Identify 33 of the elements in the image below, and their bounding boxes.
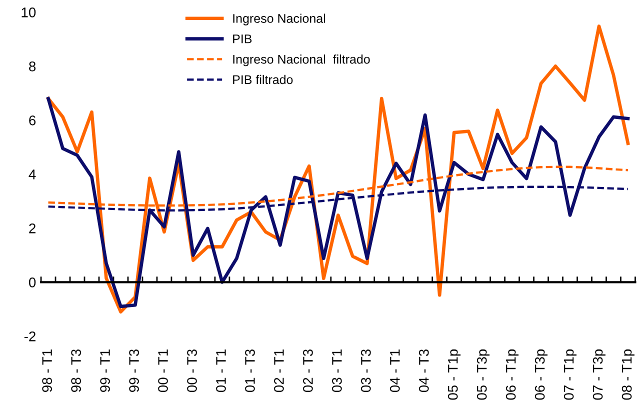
y-tick-label: 6 — [29, 116, 36, 126]
legend-label: Ingreso Nacional — [233, 14, 326, 26]
x-tick-label: 06 - T3p — [534, 349, 548, 400]
y-tick-label: -2 — [24, 332, 36, 342]
x-tick-label: 03 - T3 — [361, 349, 371, 392]
x-tick-label: 07 - T1p — [564, 349, 576, 400]
x-tick-label: 08 - T1p — [622, 349, 634, 400]
y-tick-label: 10 — [22, 8, 36, 18]
x-tick-label: 05 - T3p — [476, 349, 490, 400]
y-tick-label: 8 — [29, 62, 36, 72]
legend-label: PIB filtrado — [233, 74, 293, 84]
x-tick-label: 99 - T3 — [129, 349, 139, 392]
x-tick-label: 02 - T1 — [274, 350, 284, 392]
legend-label: Ingreso Nacional filtrado — [233, 54, 370, 66]
line-series — [46, 96, 630, 308]
x-tick-label: 06 - T1p — [506, 349, 519, 400]
y-tick-label: 2 — [29, 224, 36, 234]
x-tick-label: 03 - T1 — [332, 350, 342, 392]
x-tick-label: 04 - T1 — [390, 350, 400, 392]
x-tick-label: 02 - T3 — [303, 349, 313, 392]
y-tick-label: 0 — [28, 278, 36, 288]
x-tick-label: 05 - T1p — [448, 349, 461, 400]
x-tick-label: 00 - T3 — [187, 349, 197, 392]
y-tick-label: 4 — [28, 170, 36, 180]
x-tick-label: 98 - T3 — [71, 349, 81, 392]
x-tick-label: 04 - T3 — [418, 349, 429, 392]
x-tick-label: 07 - T3p — [592, 349, 606, 400]
x-tick-label: 00 - T1 — [158, 350, 168, 392]
x-tick-label: 98 - T1 — [42, 350, 52, 392]
legend-label: PIB — [233, 34, 252, 44]
x-tick-label: 99 - T1 — [100, 350, 110, 392]
x-tick-label: 01 - T3 — [245, 349, 255, 392]
x-tick-label: 01 - T1 — [216, 350, 226, 392]
